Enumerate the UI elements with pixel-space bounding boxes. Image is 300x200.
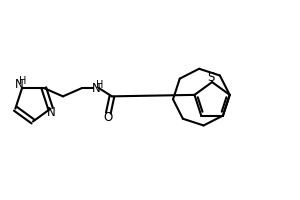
Text: N: N (47, 106, 56, 119)
Text: N: N (15, 78, 24, 91)
Text: S: S (207, 71, 214, 84)
Text: H: H (19, 76, 26, 86)
Text: N: N (92, 82, 101, 95)
Text: H: H (96, 80, 103, 90)
Text: O: O (104, 111, 113, 124)
